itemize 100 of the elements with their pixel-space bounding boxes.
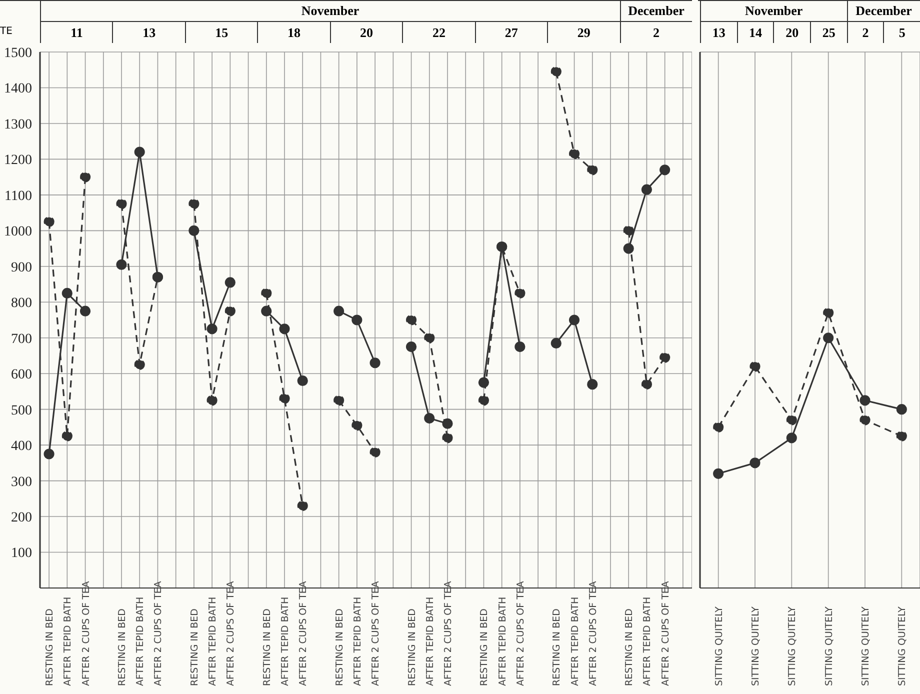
point [261, 306, 272, 316]
x-tick-label: AFTER TEPID BATH [497, 596, 508, 686]
point [514, 288, 526, 298]
x-tick-label: SITTING QUITELY [714, 606, 725, 686]
x-tick-label: SITTING QUITELY [824, 606, 835, 686]
x-tick-label: AFTER 2 CUPS OF TEA [370, 580, 382, 686]
point [896, 430, 907, 442]
point [424, 412, 435, 424]
text: 25 [810, 21, 847, 43]
x-tick-label: AFTER 2 CUPS OF TEA [226, 580, 237, 686]
x-tick-label: AFTER 2 CUPS OF TEA [660, 580, 672, 686]
point [550, 66, 562, 77]
point [641, 184, 652, 195]
point [786, 414, 797, 426]
x-tick-label: RESTING IN BED [552, 608, 563, 686]
x-tick-label: SITTING QUITELY [787, 606, 798, 686]
point [297, 500, 308, 512]
point [442, 432, 453, 444]
y-tick-label: 1400 [4, 82, 32, 97]
text: 2 [620, 21, 692, 43]
x-tick-label: AFTER TEPID BATH [424, 596, 436, 686]
x-tick-label: AFTER TEPID BATH [280, 596, 291, 686]
point [188, 198, 200, 210]
text: 29 [547, 21, 620, 43]
point [860, 414, 870, 426]
point [80, 306, 91, 316]
point [641, 379, 652, 390]
text: 13 [112, 21, 185, 43]
point [660, 352, 670, 363]
point [587, 164, 598, 176]
x-tick-label: SITTING QUITELY [897, 606, 908, 686]
text: 18 [257, 21, 330, 43]
y-tick-label: 300 [11, 474, 32, 490]
point [786, 432, 797, 444]
y-tick-label: 400 [11, 439, 32, 454]
point [550, 338, 562, 349]
point [206, 324, 218, 334]
x-tick-label: AFTER 2 CUPS OF TEA [153, 580, 164, 686]
y-tick-label: 1000 [4, 224, 32, 240]
x-tick-label: RESTING IN BED [479, 608, 490, 686]
x-tick-label: AFTER TEPID BATH [208, 596, 219, 686]
point [478, 395, 490, 406]
x-tick-label: RESTING IN BED [189, 608, 200, 686]
point [823, 332, 834, 344]
point [134, 359, 145, 370]
y-tick-label: 100 [11, 546, 32, 562]
point [424, 332, 435, 344]
text: 20 [330, 21, 402, 43]
y-tick-label: 800 [11, 296, 32, 312]
x-tick-label: SITTING QUITELY [860, 606, 872, 686]
y-tick-label: 1500 [4, 46, 32, 61]
text: November [700, 1, 847, 21]
y-tick-label: 1300 [4, 117, 32, 132]
point [623, 243, 634, 254]
text: 27 [474, 21, 548, 43]
x-tick-label: AFTER TEPID BATH [570, 596, 581, 686]
point [860, 395, 870, 406]
point [80, 172, 91, 182]
y-tick-label: 200 [11, 510, 32, 526]
text: 15 [184, 21, 258, 43]
y-tick-label: 1100 [4, 188, 32, 204]
y-tick-label: 700 [11, 332, 32, 347]
point [116, 259, 127, 270]
point [623, 225, 634, 236]
point [514, 342, 526, 352]
point [896, 404, 907, 415]
point [478, 377, 490, 388]
x-tick-label: AFTER 2 CUPS OF TEA [298, 580, 310, 686]
point [44, 448, 54, 460]
point [334, 395, 344, 406]
point [206, 395, 218, 406]
x-tick-label: RESTING IN BED [44, 608, 56, 686]
point [188, 225, 200, 236]
x-tick-label: SITTING QUITELY [750, 606, 762, 686]
y-tick-label: 600 [11, 368, 32, 383]
point [370, 358, 380, 368]
text: 20 [773, 21, 810, 43]
x-tick-label: RESTING IN BED [624, 608, 636, 686]
text: 5 [883, 21, 920, 43]
point [279, 324, 290, 334]
text: 13 [700, 21, 737, 43]
point [224, 277, 236, 288]
x-tick-label: AFTER 2 CUPS OF TEA [80, 580, 92, 686]
text: 2 [846, 21, 884, 43]
point [224, 306, 236, 316]
y-tick-label: 900 [11, 260, 32, 276]
point [297, 375, 308, 386]
x-tick-label: AFTER TEPID BATH [62, 596, 74, 686]
point [44, 216, 54, 228]
x-tick-label: RESTING IN BED [406, 608, 418, 686]
point [334, 306, 344, 316]
point [370, 446, 380, 458]
x-tick-label: AFTER TEPID BATH [135, 596, 146, 686]
point [568, 314, 580, 326]
x-tick-label: AFTER TEPID BATH [352, 596, 364, 686]
x-tick-label: RESTING IN BED [262, 608, 273, 686]
x-tick-label: AFTER TEPID BATH [642, 596, 654, 686]
text: 14 [736, 21, 774, 43]
point [62, 288, 72, 298]
point [713, 422, 724, 432]
